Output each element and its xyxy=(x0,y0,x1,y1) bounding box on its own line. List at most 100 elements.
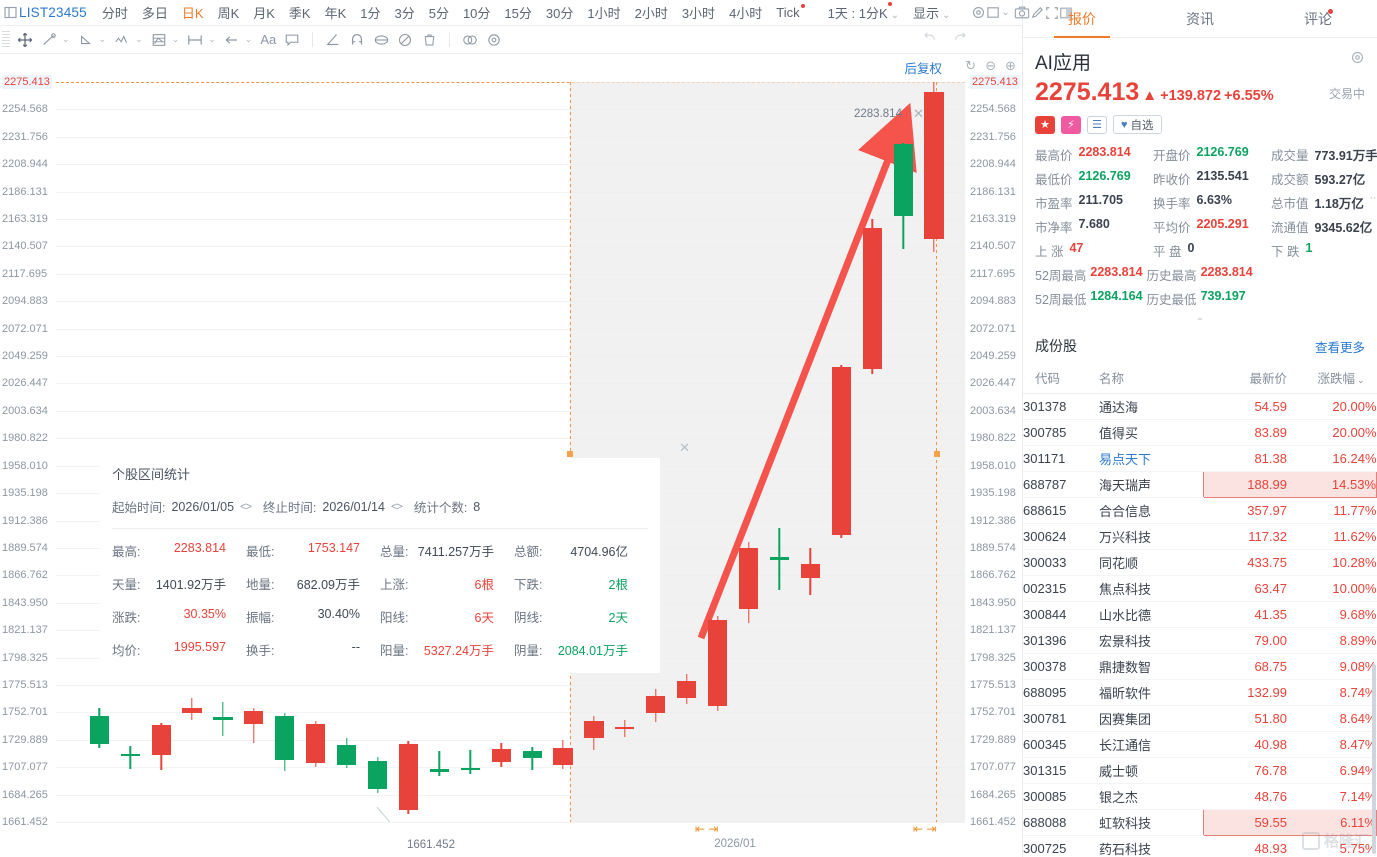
cell-name[interactable]: 银之杰 xyxy=(1099,783,1203,810)
col-code[interactable]: 代码 xyxy=(1023,364,1099,394)
table-row[interactable]: 600345 长江通信 40.98 8.47% xyxy=(1023,731,1377,758)
note-icon[interactable] xyxy=(281,29,303,51)
cell-name[interactable]: 宏景科技 xyxy=(1099,627,1203,654)
cell-name[interactable]: 易点天下 xyxy=(1099,445,1203,472)
trash-icon[interactable] xyxy=(418,29,440,51)
table-row[interactable]: 002315 焦点科技 63.47 10.00% xyxy=(1023,575,1377,602)
period-8[interactable]: 3分 xyxy=(394,6,415,21)
arrow-dropdown[interactable]: ⌄ xyxy=(244,34,253,44)
favorite-tag[interactable]: ♥ 自选 xyxy=(1113,115,1162,134)
table-row[interactable]: 688095 福昕软件 132.99 8.74% xyxy=(1023,679,1377,706)
cell-name[interactable]: 因赛集团 xyxy=(1099,705,1203,732)
timeframe-combo[interactable]: 1天 : 1分K ⌄ xyxy=(821,1,906,24)
start-stepper[interactable]: <> xyxy=(240,500,252,513)
redo-icon[interactable] xyxy=(952,30,968,49)
table-row[interactable]: 300378 鼎捷数智 68.75 9.08% xyxy=(1023,653,1377,680)
adjust-mode-button[interactable]: 后复权 xyxy=(904,62,942,76)
crosshair-move-icon[interactable] xyxy=(14,29,36,51)
period-15[interactable]: 3小时 xyxy=(681,6,716,21)
fib-chart-icon[interactable] xyxy=(148,29,170,51)
panel-toggle-icon[interactable] xyxy=(4,3,17,23)
cell-name[interactable]: 焦点科技 xyxy=(1099,575,1203,602)
range-handle-right[interactable]: ⇤ ⇥ xyxy=(913,822,937,836)
layout-icon[interactable] xyxy=(986,2,1001,24)
col-change-pct[interactable]: 涨跌幅 ⌄ xyxy=(1287,364,1377,394)
cell-name[interactable]: 值得买 xyxy=(1099,419,1203,446)
reset-icon[interactable]: ↻ xyxy=(965,58,977,73)
toolbar-drag-handle[interactable] xyxy=(2,30,10,49)
camera-icon[interactable] xyxy=(1014,2,1030,24)
settings-gear-icon[interactable] xyxy=(1350,50,1365,70)
tab-1[interactable]: 资讯 xyxy=(1186,10,1214,27)
display-menu[interactable]: 显示 ⌄ xyxy=(913,6,951,21)
polygon-icon[interactable] xyxy=(75,29,97,51)
period-1[interactable]: 多日 xyxy=(141,6,168,21)
measure-icon[interactable] xyxy=(184,29,206,51)
table-row[interactable]: 301171 易点天下 81.38 16.24% xyxy=(1023,445,1377,472)
col-price[interactable]: 最新价 xyxy=(1203,364,1287,394)
period-2[interactable]: 日K xyxy=(181,6,204,21)
link-icon[interactable] xyxy=(459,29,481,51)
period-9[interactable]: 5分 xyxy=(428,6,449,21)
period-6[interactable]: 年K xyxy=(324,6,347,21)
col-name[interactable]: 名称 xyxy=(1099,364,1203,394)
lock-off-icon[interactable] xyxy=(394,29,416,51)
cell-name[interactable]: 合合信息 xyxy=(1099,497,1203,524)
table-row[interactable]: 300725 药石科技 48.93 5.75% xyxy=(1023,835,1377,857)
cell-name[interactable]: 福昕软件 xyxy=(1099,679,1203,706)
text-aa-icon[interactable]: Aa xyxy=(260,32,277,47)
cell-name[interactable]: 海天瑞声 xyxy=(1099,471,1203,498)
trend-line-icon[interactable] xyxy=(38,29,60,51)
period-16[interactable]: 4小时 xyxy=(729,6,763,21)
pencil-icon[interactable] xyxy=(1030,2,1045,24)
polygon-dropdown[interactable]: ⌄ xyxy=(98,34,107,44)
table-scrollbar[interactable] xyxy=(1372,664,1376,854)
table-row[interactable]: 688088 虹软科技 59.55 6.11% xyxy=(1023,809,1377,836)
period-14[interactable]: 2小时 xyxy=(634,6,668,21)
doc-tag[interactable]: ☰ xyxy=(1087,115,1107,134)
period-3[interactable]: 周K xyxy=(217,6,240,21)
period-11[interactable]: 15分 xyxy=(504,6,532,21)
cell-name[interactable]: 山水比德 xyxy=(1099,601,1203,628)
cell-name[interactable]: 通达海 xyxy=(1099,393,1203,420)
symbol-code[interactable]: LIST23455 xyxy=(19,5,87,20)
selection-handle-right[interactable] xyxy=(934,451,940,457)
cell-name[interactable]: 虹软科技 xyxy=(1099,809,1203,836)
period-13[interactable]: 1小时 xyxy=(587,6,621,21)
period-5[interactable]: 季K xyxy=(288,6,311,21)
trend-line-dropdown[interactable]: ⌄ xyxy=(62,34,70,44)
period-12[interactable]: 30分 xyxy=(545,6,574,21)
period-7[interactable]: 1分 xyxy=(360,6,381,21)
period-10[interactable]: 10分 xyxy=(462,6,491,21)
table-row[interactable]: 301396 宏景科技 79.00 8.89% xyxy=(1023,627,1377,654)
split-panel-icon[interactable] xyxy=(1059,2,1073,24)
angle-icon[interactable] xyxy=(322,29,344,51)
end-stepper[interactable]: <> xyxy=(390,500,403,513)
constituents-table-wrap[interactable]: 代码 名称 最新价 涨跌幅 ⌄ 301378 通达海 54.59 20.00% 3… xyxy=(1023,364,1377,857)
stats-close-icon[interactable]: ✕ xyxy=(679,440,690,455)
magnet-icon[interactable] xyxy=(346,29,368,51)
tab-0[interactable]: 报价 xyxy=(1023,0,1141,38)
table-row[interactable]: 300033 同花顺 433.75 10.28% xyxy=(1023,549,1377,576)
wave-icon[interactable] xyxy=(111,29,133,51)
measure-dropdown[interactable]: ⌄ xyxy=(208,34,216,44)
eye-off-icon[interactable] xyxy=(370,29,392,51)
collapse-toggle[interactable]: ⌃ xyxy=(1195,317,1205,328)
table-row[interactable]: 300785 值得买 83.89 20.00% xyxy=(1023,419,1377,446)
table-row[interactable]: 300844 山水比德 41.35 9.68% xyxy=(1023,601,1377,628)
cell-name[interactable]: 长江通信 xyxy=(1099,731,1203,758)
plot-area[interactable]: 2283.814 ✕ 1661.452 xyxy=(56,82,965,851)
wave-dropdown[interactable]: ⌄ xyxy=(135,34,143,44)
undo-icon[interactable] xyxy=(922,30,938,49)
settings-icon[interactable] xyxy=(483,29,505,51)
fib-dropdown[interactable]: ⌄ xyxy=(171,34,180,44)
period-0[interactable]: 分时 xyxy=(101,6,128,21)
range-handle-left[interactable]: ⇤ ⇥ xyxy=(695,822,719,836)
cell-name[interactable]: 药石科技 xyxy=(1099,835,1203,857)
period-tick[interactable]: Tick xyxy=(769,3,806,22)
cell-name[interactable]: 鼎捷数智 xyxy=(1099,653,1203,680)
table-row[interactable]: 688787 海天瑞声 188.99 14.53% xyxy=(1023,471,1377,498)
tab-2[interactable]: 评论 xyxy=(1304,9,1333,27)
zoom-out-icon[interactable]: ⊖ xyxy=(985,58,997,73)
cell-name[interactable]: 万兴科技 xyxy=(1099,523,1203,550)
